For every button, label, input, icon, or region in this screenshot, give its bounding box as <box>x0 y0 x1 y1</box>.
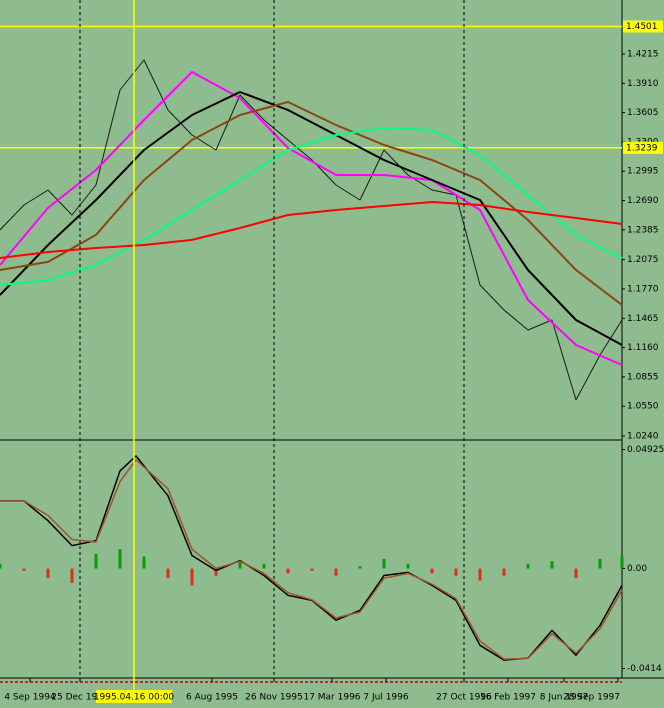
histogram-bar <box>406 563 410 569</box>
histogram-bar <box>598 558 602 569</box>
x-tick-label: 27 Oct 1996 <box>436 693 492 703</box>
level-label-box <box>623 20 663 33</box>
histogram-bar <box>118 549 122 569</box>
series-line <box>0 59 623 401</box>
histogram-bar <box>94 554 98 569</box>
histogram-bar <box>620 556 624 569</box>
y-tick-label: 1.1770 <box>627 284 659 294</box>
y-tick-label: -0.0414 <box>627 664 662 674</box>
series-line <box>0 127 623 286</box>
y-tick-label: 1.0240 <box>627 431 659 441</box>
histogram-bar <box>0 563 2 569</box>
x-tick-label: 16 Feb 1997 <box>480 693 536 703</box>
crosshair-label: 1995.04.16 00:00 <box>94 693 175 703</box>
series-line <box>0 201 623 259</box>
level-label: 1.3239 <box>626 143 658 153</box>
x-tick-label: 4 Sep 1994 <box>4 693 56 703</box>
histogram-bar <box>262 563 266 569</box>
series-line <box>0 91 623 346</box>
histogram-bar <box>190 568 194 586</box>
histogram-bar <box>430 568 434 574</box>
histogram-bar <box>574 568 578 579</box>
histogram-bar <box>286 568 290 574</box>
crosshair-label-box <box>96 690 172 703</box>
histogram-bar <box>358 566 362 569</box>
histogram-bar <box>382 558 386 569</box>
y-tick-label: 1.1160 <box>627 343 659 353</box>
histogram-bar <box>526 563 530 569</box>
y-tick-label: 0.04925 <box>627 445 664 455</box>
y-tick-label: 1.2385 <box>627 225 659 235</box>
y-tick-label: 1.1465 <box>627 314 659 324</box>
y-tick-label: 1.3910 <box>627 79 659 89</box>
histogram-bar <box>502 568 506 576</box>
series-line <box>0 71 623 366</box>
histogram-bar <box>142 556 146 569</box>
y-tick-label: 0.00 <box>627 564 647 574</box>
histogram-bar <box>334 568 338 576</box>
x-tick-label: 6 Aug 1995 <box>186 693 238 703</box>
y-tick-label: 1.2690 <box>627 196 659 206</box>
y-tick-label: 1.2995 <box>627 167 659 177</box>
x-tick-label: 26 Nov 1995 <box>245 693 303 703</box>
histogram-bar <box>46 568 50 579</box>
series-line <box>0 459 623 660</box>
x-tick-label: 17 Mar 1996 <box>303 693 360 703</box>
histogram-bar <box>478 568 482 581</box>
level-label: 1.4501 <box>626 22 658 32</box>
y-tick-label: 1.0855 <box>627 372 659 382</box>
x-tick-label: 25 Dec 1994 <box>51 693 109 703</box>
histogram-bar <box>310 568 314 571</box>
histogram-bar <box>70 568 74 584</box>
y-tick-label: 1.3605 <box>627 108 659 118</box>
y-tick-label: 1.2075 <box>627 255 659 265</box>
histogram-bar <box>238 561 242 569</box>
histogram-bar <box>550 561 554 569</box>
series-line <box>0 101 623 306</box>
histogram-bar <box>214 568 218 576</box>
histogram-bar <box>454 568 458 576</box>
x-tick-label: 8 Jun 1997 <box>540 693 588 703</box>
histogram-bar <box>22 568 26 571</box>
x-tick-label: 7 Jul 1996 <box>363 693 408 703</box>
x-tick-label: 28 Sep 1997 <box>563 693 620 703</box>
y-tick-label: 1.4215 <box>627 50 659 60</box>
level-label-box <box>623 141 663 154</box>
histogram-bar <box>166 568 170 579</box>
y-tick-label: 1.0550 <box>627 402 659 412</box>
